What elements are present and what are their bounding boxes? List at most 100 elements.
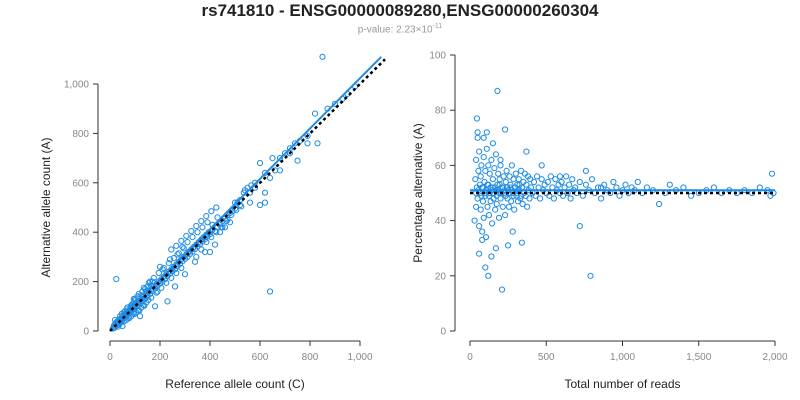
right-data-point — [502, 212, 509, 219]
right-data-point — [495, 170, 502, 177]
left-data-point — [146, 278, 154, 285]
right-data-point — [486, 212, 493, 219]
left-y-tick-label: 200 — [72, 277, 89, 288]
left-data-point — [166, 256, 174, 263]
left-x-tick-label: 600 — [252, 352, 269, 363]
left-data-point — [213, 229, 220, 236]
left-data-point — [266, 174, 274, 181]
right-x-tick-label: 0 — [467, 352, 473, 363]
left-data-point — [198, 246, 205, 253]
right-data-point — [538, 162, 545, 169]
left-data-point — [164, 298, 171, 305]
left-data-point — [153, 289, 160, 296]
left-data-point — [214, 214, 221, 221]
left-data-point — [118, 310, 125, 317]
right-x-tick-label: 1,000 — [610, 352, 635, 363]
left-data-point — [155, 269, 162, 277]
right-data-point — [576, 178, 583, 186]
left-data-point — [238, 203, 245, 210]
left-data-point — [193, 253, 200, 260]
left-data-point — [131, 311, 138, 318]
right-data-point — [505, 242, 512, 249]
left-data-point — [208, 234, 215, 241]
right-data-point — [622, 181, 629, 188]
right-data-point — [517, 195, 524, 202]
left-data-point — [204, 219, 211, 226]
right-data-point — [484, 203, 491, 210]
left-data-point — [149, 278, 156, 285]
left-data-point — [246, 199, 254, 206]
right-data-point — [547, 173, 554, 180]
left-data-point — [276, 155, 284, 162]
left-data-point — [199, 224, 206, 231]
left-data-point — [173, 242, 180, 249]
left-data-point — [113, 276, 120, 283]
right-data-point — [510, 176, 517, 183]
left-data-point — [160, 264, 167, 272]
right-y-tick-label: 100 — [429, 51, 446, 62]
right-x-tick-label: 1,500 — [686, 352, 711, 363]
right-data-point — [477, 173, 484, 180]
right-data-point — [497, 156, 504, 163]
right-data-point — [485, 272, 492, 279]
right-data-point — [485, 162, 492, 169]
right-data-point — [480, 154, 487, 161]
right-data-point — [544, 178, 551, 186]
right-data-point — [537, 195, 544, 202]
p-value-exponent: -11 — [432, 23, 443, 30]
right-data-point — [479, 236, 486, 243]
left-data-point — [261, 199, 269, 206]
left-x-axis-title: Reference allele count (C) — [165, 377, 304, 391]
left-x-tick-label: 800 — [302, 352, 319, 363]
left-y-tick-label: 1,000 — [64, 80, 89, 91]
left-data-point — [191, 258, 199, 265]
left-data-point — [331, 100, 339, 107]
left-data-point — [141, 302, 148, 309]
right-y-tick-label: 0 — [440, 327, 446, 338]
right-data-point — [502, 178, 509, 186]
left-data-point — [213, 204, 220, 211]
left-data-point — [218, 224, 225, 231]
right-data-point — [494, 87, 501, 95]
left-data-point — [319, 53, 326, 60]
left-data-point — [184, 239, 191, 246]
left-data-point — [189, 234, 196, 241]
right-data-point — [518, 239, 526, 246]
left-data-point — [208, 208, 215, 215]
left-data-point — [304, 140, 311, 147]
right-data-point — [473, 156, 480, 163]
left-data-point — [211, 241, 219, 248]
right-data-point — [656, 200, 663, 208]
left-scatter-plot: 0 200 400 600 800 1,000 0 200 400 600 800 1,000 Refe… — [39, 53, 386, 391]
right-data-point — [478, 162, 485, 169]
right-data-point — [475, 167, 482, 174]
right-data-point — [476, 148, 483, 155]
left-data-point — [193, 222, 200, 230]
left-x-tick-label: 200 — [152, 352, 169, 363]
right-data-point — [538, 176, 545, 183]
right-scatter-plot: 0 500 1,000 1,500 2,000 0 20 40 60 80 100 Total num… — [411, 51, 788, 392]
right-data-point — [519, 200, 526, 208]
left-data-point — [294, 157, 301, 164]
right-data-point — [489, 140, 496, 147]
right-data-point — [569, 176, 576, 183]
left-y-tick-label: 600 — [72, 178, 89, 189]
left-x-tick-label: 400 — [202, 352, 219, 363]
right-data-point — [616, 192, 623, 199]
left-data-point — [168, 246, 175, 253]
right-data-point — [486, 170, 493, 177]
right-data-point — [479, 228, 486, 235]
left-data-point — [179, 243, 186, 251]
left-data-point — [151, 303, 159, 310]
left-data-point — [194, 229, 201, 236]
right-data-point — [587, 272, 594, 279]
right-data-point — [472, 176, 479, 183]
left-data-point — [170, 255, 177, 262]
left-data-point — [165, 260, 172, 267]
left-regression-line — [109, 56, 382, 331]
left-x-tick-label: 0 — [107, 352, 113, 363]
right-data-point — [483, 145, 490, 152]
right-data-point — [476, 223, 483, 230]
right-y-axis-title: Percentage alternative (A) — [411, 123, 425, 262]
right-data-point — [563, 173, 570, 180]
